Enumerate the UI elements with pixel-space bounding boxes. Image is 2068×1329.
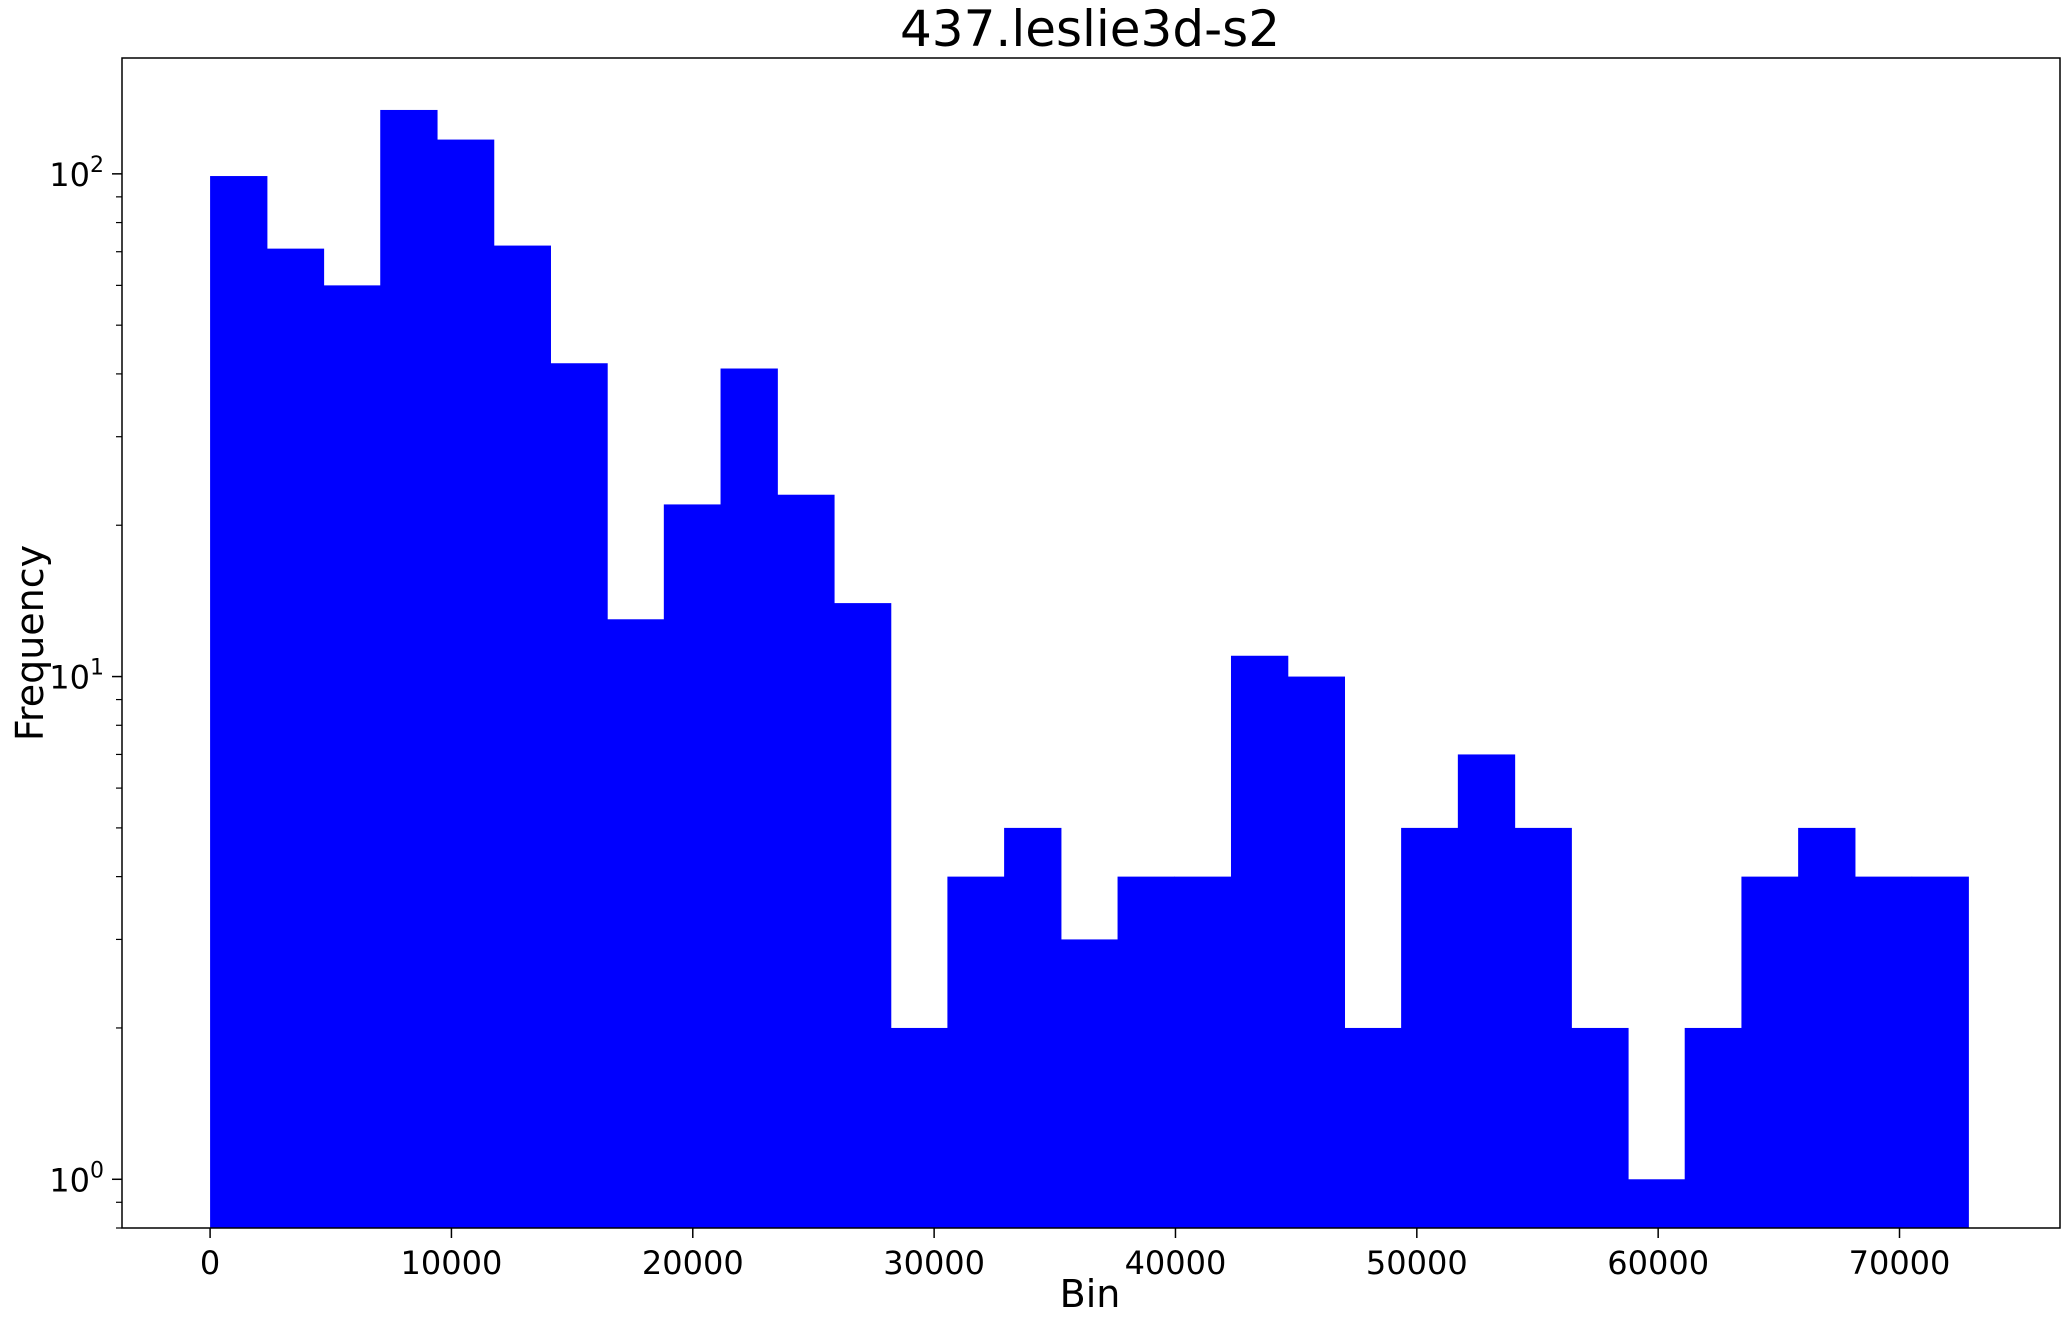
x-tick-label-1: 10000	[401, 1244, 503, 1282]
histogram-bar-12	[890, 1027, 948, 1228]
x-tick-label-6: 60000	[1607, 1244, 1709, 1282]
histogram-bar-11	[833, 603, 892, 1228]
histogram-bar-26	[1684, 1027, 1743, 1228]
histogram-bar-3	[380, 109, 438, 1228]
histogram-bar-15	[1060, 939, 1119, 1228]
histogram-bar-9	[720, 368, 778, 1228]
y-axis-ticks: 100 101 102	[49, 153, 122, 1229]
y-tick-label-1: 101	[49, 656, 104, 697]
chart-title: 437.leslie3d-s2	[900, 0, 1280, 58]
histogram-bar-7	[607, 619, 665, 1228]
y-tick-label-0: 100	[49, 1158, 104, 1199]
histogram-bar-13	[947, 876, 1005, 1228]
histogram-bar-25	[1627, 1179, 1686, 1228]
histogram-bar-21	[1401, 827, 1459, 1228]
x-tick-label-3: 30000	[883, 1244, 985, 1282]
histogram-bar-10	[777, 494, 835, 1228]
histogram-bar-27	[1741, 876, 1799, 1228]
histogram-bar-23	[1514, 827, 1572, 1228]
histogram-bar-22	[1457, 754, 1516, 1228]
histogram-bar-8	[663, 504, 722, 1228]
bars-layer	[210, 109, 1969, 1229]
x-tick-label-5: 50000	[1366, 1244, 1468, 1282]
histogram-bar-0	[210, 176, 268, 1228]
x-tick-label-0: 0	[200, 1244, 220, 1282]
histogram-bar-17	[1174, 876, 1232, 1228]
histogram-bar-28	[1798, 827, 1856, 1228]
histogram-bar-24	[1571, 1027, 1629, 1228]
histogram-bar-29	[1854, 876, 1913, 1228]
y-tick-label-2: 102	[49, 153, 104, 194]
histogram-bar-4	[436, 139, 495, 1229]
histogram-bar-14	[1004, 827, 1062, 1228]
x-axis-label: Bin	[1060, 1272, 1121, 1316]
histogram-bar-1	[266, 248, 325, 1229]
histogram-bar-30	[1911, 876, 1969, 1228]
histogram-bar-2	[323, 285, 381, 1228]
histogram-bar-18	[1230, 655, 1289, 1228]
histogram-bar-5	[493, 245, 551, 1228]
histogram-bar-16	[1117, 876, 1175, 1228]
x-axis-ticks: 0 10000 20000 30000 40000 50000 60000 70000	[200, 1228, 1950, 1282]
y-axis-label: Frequency	[8, 545, 52, 741]
histogram-bar-6	[550, 363, 608, 1229]
histogram-bar-20	[1344, 1027, 1402, 1228]
x-tick-label-4: 40000	[1125, 1244, 1227, 1282]
x-tick-label-7: 70000	[1849, 1244, 1951, 1282]
plot-frame	[121, 57, 2061, 1229]
x-tick-label-2: 20000	[642, 1244, 744, 1282]
histogram-bar-19	[1287, 676, 1346, 1228]
